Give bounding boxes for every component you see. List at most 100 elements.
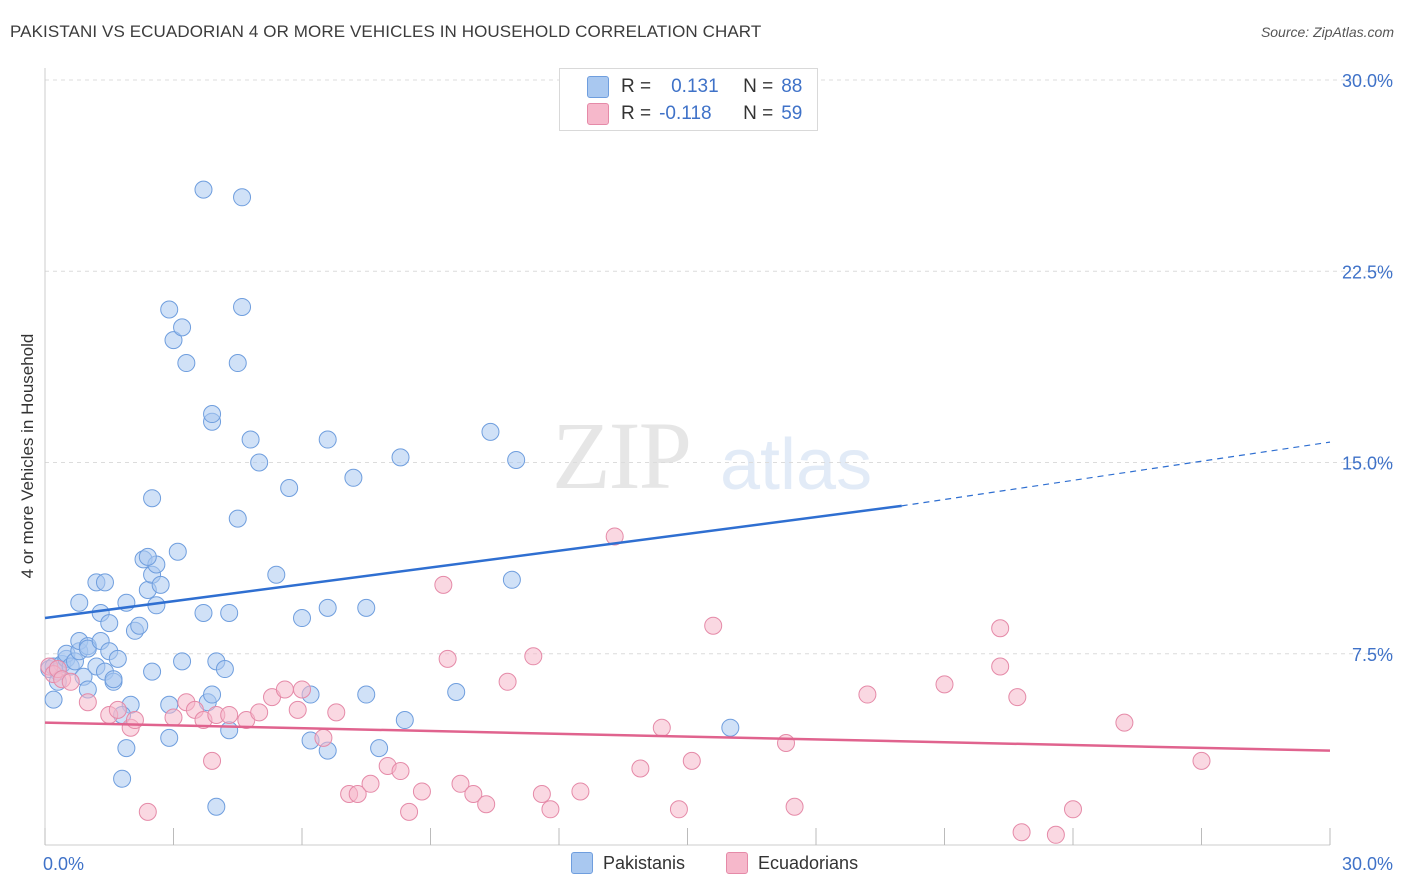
ecuadorian-point (391, 762, 410, 781)
pakistani-point (70, 593, 89, 612)
pakistani-point (250, 453, 269, 472)
ecuadorian-point (571, 782, 590, 801)
pakistani-point (502, 570, 521, 589)
watermark-zip: ZIP (552, 402, 692, 509)
ecuadorian-point (412, 782, 431, 801)
pakistani-point (395, 711, 414, 730)
pakistani-point (173, 652, 192, 671)
y-tick-label: 30.0% (1342, 71, 1393, 91)
pakistani-point (241, 430, 260, 449)
pakistani-point (168, 542, 187, 561)
ecuadorian-point (361, 774, 380, 793)
pakistani-point (203, 405, 222, 424)
pakistani-point (228, 354, 247, 373)
ecuadorian-point (532, 785, 551, 803)
chart-title: PAKISTANI VS ECUADORIAN 4 OR MORE VEHICL… (10, 22, 762, 41)
ecuadorian-point (78, 693, 97, 712)
pakistani-point (138, 547, 157, 566)
ecuadorian-point (464, 785, 483, 803)
pakistani-point (318, 430, 337, 449)
pakistani-point (151, 575, 170, 594)
pakistani-trendline-extension (901, 441, 1331, 507)
r-label: R = (621, 103, 652, 124)
pakistani-swatch (587, 76, 609, 98)
ecuadorian-swatch (726, 852, 748, 874)
ecuadorian-point (991, 657, 1010, 676)
pakistani-point (233, 297, 252, 316)
pakistani-point (357, 598, 376, 617)
ecuadorian-point (1115, 713, 1134, 732)
ecuadorian-point (631, 759, 650, 778)
pakistani-point (104, 670, 123, 689)
pakistani-point (164, 331, 183, 350)
ecuadorian-point (164, 708, 183, 727)
legend-row-ecuadorian: R = -0.118 N = 59 (587, 102, 802, 126)
ecuadorian-point (61, 672, 80, 691)
ecuadorian-point (858, 685, 877, 704)
pakistani-point (721, 718, 740, 737)
pakistani-point (113, 769, 132, 788)
pakistani-point (194, 180, 213, 199)
pakistani-point (357, 685, 376, 704)
pakistani-point (173, 318, 192, 337)
pakistani-point (160, 300, 179, 319)
ecuadorian-point (203, 751, 222, 770)
pakistani-point (95, 573, 114, 592)
ecuadorian-point (348, 785, 367, 803)
pakistani-point (194, 603, 213, 622)
pakistani-point (207, 797, 226, 816)
pakistani-trendline (44, 504, 902, 620)
y-tick-label: 15.0% (1342, 454, 1393, 474)
y-axis-title: 4 or more Vehicles in Household (18, 333, 37, 579)
ecuadorian-point (777, 734, 796, 752)
ecuadorian-point (220, 705, 239, 724)
pakistani-point (143, 662, 162, 681)
r-value: -0.118 (659, 103, 712, 124)
ecuadorian-point (991, 619, 1010, 638)
legend-item-ecuadorians: Ecuadorians (726, 852, 858, 874)
correlation-legend: R = 0.131 N = 88 R = -0.118 N = 59 (559, 68, 818, 131)
pakistani-point (267, 565, 286, 584)
ecuadorian-point (288, 700, 307, 719)
ecuadorian-trendline (44, 721, 1331, 752)
pakistani-point (391, 448, 410, 467)
ecuadorian-point (1046, 825, 1065, 844)
y-tick-label: 7.5% (1352, 645, 1393, 665)
ecuadorian-point (400, 802, 419, 821)
pakistani-point (177, 354, 196, 373)
ecuadorian-swatch (587, 103, 609, 125)
pakistani-point (220, 721, 239, 740)
x-tick-label: 30.0% (1342, 854, 1393, 874)
ecuadorian-point (605, 527, 624, 546)
ecuadorian-point (108, 700, 127, 719)
ecuadorian-point (250, 703, 269, 722)
watermark-atlas: atlas (720, 425, 873, 505)
ecuadorian-point (935, 675, 954, 694)
ecuadorian-point (477, 795, 496, 814)
pakistani-point (280, 479, 299, 497)
r-label: R = (621, 76, 652, 97)
pakistani-point (108, 649, 127, 668)
pakistani-point (160, 728, 179, 747)
ecuadorian-point (138, 802, 157, 821)
ecuadorian-point (498, 672, 517, 691)
legend-item-pakistanis: Pakistanis (571, 852, 685, 874)
pakistani-point (130, 616, 149, 635)
legend-label: Ecuadorians (758, 852, 859, 873)
pakistani-point (447, 683, 466, 701)
pakistani-point (344, 468, 363, 487)
r-value: 0.131 (671, 76, 719, 97)
pakistani-point (507, 450, 526, 469)
pakistani-point (143, 489, 162, 508)
n-value: 59 (781, 103, 803, 124)
ecuadorian-point (1008, 688, 1027, 707)
n-label: N = (743, 76, 774, 97)
pakistani-point (215, 660, 234, 679)
n-label: N = (743, 103, 774, 124)
ecuadorian-point (451, 774, 470, 793)
ecuadorian-point (314, 728, 333, 747)
ecuadorian-point (434, 575, 453, 594)
ecuadorian-point (1192, 751, 1211, 770)
ecuadorian-point (1012, 823, 1031, 842)
